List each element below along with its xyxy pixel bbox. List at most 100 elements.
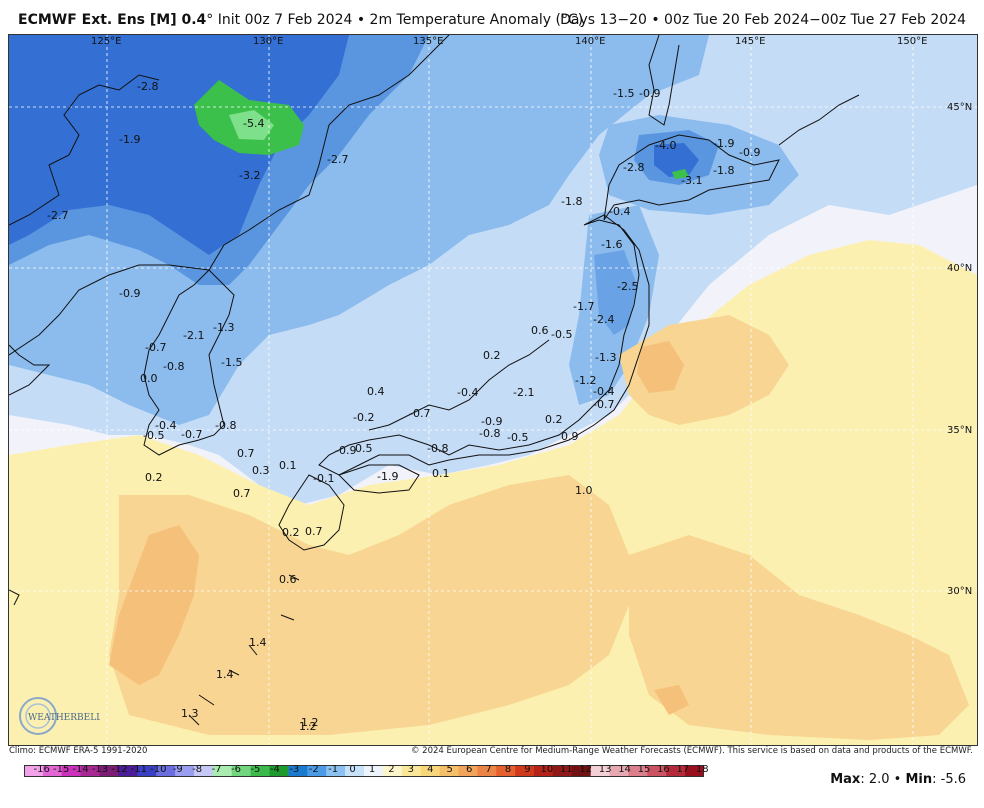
west-coast-fragment xyxy=(9,589,20,606)
value-label: -1.3 xyxy=(213,321,234,334)
value-label: -0.4 xyxy=(457,386,478,399)
value-label: 0.1 xyxy=(279,459,297,472)
logo-text: WEATHERBELL xyxy=(28,713,100,723)
orange-anomaly-region-east xyxy=(629,535,969,740)
value-label: 0.2 xyxy=(483,349,501,362)
honshu-coast xyxy=(318,214,650,476)
header: ECMWF Ext. Ens [M] 0.4° Init 00z 7 Feb 2… xyxy=(0,0,984,34)
anomaly-map[interactable]: 125°E 130°E 135°E 140°E 145°E 150°E 45°N… xyxy=(8,34,978,746)
colorbar-swatch xyxy=(345,765,365,777)
colorbar-tick-label: 0 xyxy=(349,764,356,775)
max-min-summary: Max: 2.0 • Min: -5.6 xyxy=(830,772,966,787)
colorbar-tick-label: 1 xyxy=(368,764,376,775)
value-label: 0.1 xyxy=(432,467,450,480)
colorbar-swatch xyxy=(175,765,195,777)
value-label: -0.7 xyxy=(409,407,430,420)
value-label: -0.5 xyxy=(551,328,572,341)
colorbar-tick-label: -12 xyxy=(111,764,128,775)
value-label: -0.4 xyxy=(155,419,176,432)
colorbar-swatch xyxy=(477,765,497,777)
colorbar-tick-label: 8 xyxy=(504,764,512,775)
shikoku-coast xyxy=(338,464,420,494)
colorbar-tick-label: 18 xyxy=(695,764,709,775)
value-label: -4.0 xyxy=(655,139,676,152)
colorbar-tick-label: 3 xyxy=(407,764,415,775)
kuril-islands xyxy=(778,94,860,146)
colorbar-tick-label: 17 xyxy=(676,764,690,775)
max-value: 2.0 xyxy=(868,772,890,787)
value-label: -1.9 xyxy=(377,470,398,483)
value-label: -0.1 xyxy=(313,472,334,485)
orange-anomaly-region-west xyxy=(109,475,629,735)
value-label: -0.8 xyxy=(215,419,236,432)
colorbar-tick-label: 14 xyxy=(618,764,631,775)
colorbar-tick-label: 2 xyxy=(388,764,395,775)
sakhalin-coast xyxy=(648,35,680,126)
value-label: -0.5 xyxy=(507,431,528,444)
value-label: 1.3 xyxy=(181,707,199,720)
deep-orange-spot-2 xyxy=(637,341,684,393)
coastlines xyxy=(9,35,860,726)
hokkaido-coast xyxy=(603,134,780,221)
colorbar-swatch xyxy=(42,765,63,777)
value-label: 0.7 xyxy=(237,447,255,460)
value-label: -3.1 xyxy=(681,174,702,187)
value-label: 0.2 xyxy=(145,471,163,484)
colorbar-tick-label: 12 xyxy=(579,764,593,775)
value-label: 0.7 xyxy=(233,487,251,500)
lon-labels: 125°E 130°E 135°E 140°E 145°E 150°E xyxy=(91,36,927,47)
lat-label-40: 40°N xyxy=(947,263,972,274)
value-label: 1.0 xyxy=(575,484,593,497)
lon-label-150: 150°E xyxy=(897,36,927,47)
graticule xyxy=(9,35,977,745)
colorbar-tick-label: -4 xyxy=(269,764,280,775)
value-label: -0.9 xyxy=(335,444,356,457)
value-label: 1.4 xyxy=(216,668,234,681)
colorbar-tick-label: 7 xyxy=(485,764,492,775)
sea-of-japan-coast xyxy=(368,339,550,431)
colorbar-swatch xyxy=(382,765,403,777)
value-label: -0.7 xyxy=(593,398,614,411)
value-label: 1.4 xyxy=(249,636,267,649)
colorbar-tick-label: -16 xyxy=(33,764,50,775)
colorbar-swatch xyxy=(420,765,441,777)
china-border xyxy=(9,264,210,356)
colorbar-swatch xyxy=(118,765,138,777)
colorbar-swatch xyxy=(534,765,554,777)
colorbar-swatch xyxy=(590,765,611,777)
value-label: -1.5 xyxy=(613,87,634,100)
value-label: 1.2 xyxy=(299,720,317,733)
value-label: 0.5 xyxy=(355,442,373,455)
value-label: -0.7 xyxy=(145,341,166,354)
value-label: -1.8 xyxy=(561,195,582,208)
kyushu-coast xyxy=(278,474,345,551)
lon-label-145: 145°E xyxy=(735,36,765,47)
colorbar-swatch xyxy=(99,765,119,777)
value-label: -0.8 xyxy=(163,360,184,373)
value-label: 0.2 xyxy=(282,526,300,539)
asia-mainland-coast xyxy=(9,35,450,271)
value-label: -1.2 xyxy=(575,374,596,387)
colorbar-tick-label: 15 xyxy=(637,764,651,775)
orange-anomaly-region-north xyxy=(619,315,789,425)
colorbar-swatch xyxy=(515,765,535,777)
ecmwf-copyright: © 2024 European Centre for Medium-Range … xyxy=(410,746,973,756)
value-label: -0.9 xyxy=(119,287,140,300)
value-label: -1.3 xyxy=(595,351,616,364)
colorbar-swatch xyxy=(80,765,101,777)
value-label: 0.2 xyxy=(545,413,563,426)
colorbar-swatch xyxy=(61,765,82,777)
colorbar-swatch xyxy=(326,765,346,777)
colorbar-tick-label: -7 xyxy=(211,764,222,775)
deep-orange-spot-1 xyxy=(109,525,199,685)
korea-coast xyxy=(143,269,235,456)
colorbar-tick-label: 6 xyxy=(465,764,473,775)
colorbar-swatch xyxy=(647,765,667,777)
deep-blue-hokkaido-region xyxy=(654,143,699,177)
colorbar-tick-label: -6 xyxy=(231,764,241,775)
lon-label-140: 140°E xyxy=(575,36,605,47)
colorbar-swatch xyxy=(496,765,516,777)
value-label: -3.2 xyxy=(239,169,260,182)
value-label: -2.1 xyxy=(513,386,534,399)
value-label: 0.7 xyxy=(305,525,323,538)
